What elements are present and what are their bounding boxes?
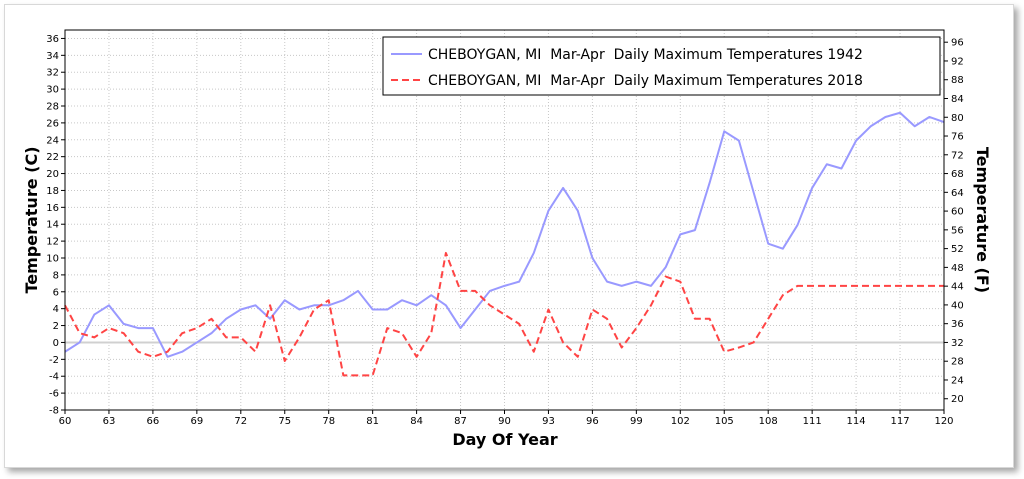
x-tick-label: 105	[715, 416, 734, 427]
y-tick-label: 34	[46, 51, 59, 62]
legend-label-1942: CHEBOYGAN, MI Mar-Apr Daily Maximum Temp…	[428, 47, 863, 63]
y-tick-label: 26	[46, 118, 59, 129]
x-tick-label: 90	[498, 416, 511, 427]
legend: CHEBOYGAN, MI Mar-Apr Daily Maximum Temp…	[382, 36, 941, 96]
y-axis-ticks: -8-6-4-202468101214161820222426283032343…	[46, 34, 65, 417]
y-right-tick-label: 32	[951, 338, 964, 349]
x-tick-label: 117	[891, 416, 910, 427]
y-tick-label: 4	[53, 304, 59, 315]
x-tick-label: 96	[586, 416, 599, 427]
x-tick-label: 81	[366, 416, 379, 427]
y-tick-label: 20	[46, 169, 59, 180]
y-axis-label: Temperature (C)	[22, 146, 41, 293]
y-tick-label: 0	[53, 338, 59, 349]
y-tick-label: 6	[53, 287, 59, 298]
y-right-tick-label: 64	[951, 188, 964, 199]
y-right-tick-label: 36	[951, 319, 964, 330]
y-right-axis-ticks: 20 24 28 32 36 40 44 48 52 56 60 64 68 72 76 80 84 88 92 96	[944, 38, 964, 405]
y-right-tick-label: 96	[951, 38, 964, 49]
y-right-tick-label: 40	[951, 300, 964, 311]
series-layer	[64, 111, 945, 377]
y-tick-label: 30	[46, 85, 59, 96]
y-tick-label: 36	[46, 34, 59, 45]
y-right-tick-label: 68	[951, 169, 964, 180]
y-tick-label: 32	[46, 68, 59, 79]
x-tick-label: 60	[59, 416, 72, 427]
x-tick-label: 93	[542, 416, 555, 427]
y-tick-label: 28	[46, 102, 59, 113]
y-tick-label: -6	[49, 389, 59, 400]
y-right-tick-label: 28	[951, 357, 964, 368]
y-tick-label: -2	[49, 355, 59, 366]
y-tick-label: 14	[46, 220, 59, 231]
x-tick-label: 114	[847, 416, 866, 427]
x-tick-label: 69	[190, 416, 203, 427]
y-right-axis-label: Temperature (F)	[973, 147, 992, 293]
y-right-tick-label: 24	[951, 375, 964, 386]
y-tick-label: 10	[46, 254, 59, 265]
x-tick-label: 78	[322, 416, 335, 427]
y-right-tick-label: 88	[951, 75, 964, 86]
x-tick-label: 75	[278, 416, 291, 427]
y-right-tick-label: 48	[951, 263, 964, 274]
x-tick-label: 120	[934, 416, 953, 427]
legend-label-2018: CHEBOYGAN, MI Mar-Apr Daily Maximum Temp…	[428, 73, 863, 89]
x-tick-label: 72	[234, 416, 247, 427]
x-tick-label: 102	[671, 416, 690, 427]
y-right-tick-label: 52	[951, 244, 964, 255]
y-right-tick-label: 60	[951, 207, 964, 218]
y-right-tick-label: 76	[951, 132, 964, 143]
y-tick-label: 16	[46, 203, 59, 214]
x-tick-label: 99	[630, 416, 643, 427]
series-line-2018	[64, 251, 944, 377]
y-tick-label: -4	[49, 372, 59, 383]
y-right-tick-label: 80	[951, 113, 964, 124]
y-right-tick-label: 72	[951, 150, 964, 161]
y-right-tick-label: 92	[951, 56, 964, 67]
y-tick-label: 22	[46, 152, 59, 163]
x-tick-label: 63	[103, 416, 116, 427]
y-tick-label: 24	[46, 135, 59, 146]
x-tick-label: 87	[454, 416, 467, 427]
x-tick-label: 111	[803, 416, 822, 427]
x-axis-label: Day Of Year	[452, 430, 557, 449]
y-right-tick-label: 20	[951, 394, 964, 405]
y-tick-label: 12	[46, 237, 59, 248]
y-tick-label: 18	[46, 186, 59, 197]
x-tick-label: 84	[410, 416, 423, 427]
y-tick-label: 2	[53, 321, 59, 332]
y-right-tick-label: 44	[951, 282, 964, 293]
x-tick-label: 66	[147, 416, 160, 427]
y-right-tick-label: 56	[951, 225, 964, 236]
x-tick-label: 108	[759, 416, 778, 427]
y-tick-label: 8	[53, 270, 59, 281]
x-axis-ticks: 60 63 66 69 72 75 78 81 84 87 90 93 96 99 102 105 108 111…	[59, 410, 954, 427]
y-tick-label: -8	[49, 406, 59, 417]
series-line-1942	[64, 111, 945, 358]
y-right-tick-label: 84	[951, 94, 964, 105]
